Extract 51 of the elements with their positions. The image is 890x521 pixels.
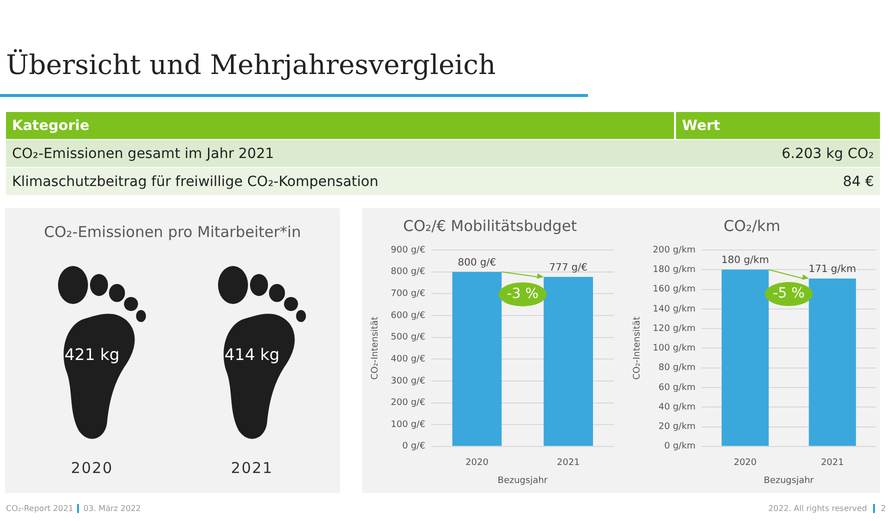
annotation: -5 % bbox=[772, 286, 805, 302]
data-label: 800 g/€ bbox=[458, 257, 496, 268]
x-tick-label: 2021 bbox=[556, 458, 580, 468]
y-tick-label: 900 g/€ bbox=[390, 245, 426, 256]
data-label: 777 g/€ bbox=[549, 262, 588, 274]
y-tick-label: 100 g/€ bbox=[390, 420, 426, 430]
y-tick-label: 800 g/€ bbox=[390, 267, 426, 278]
text: Wert bbox=[674, 112, 720, 139]
data-label: 180 g/km bbox=[721, 255, 769, 266]
text: 03. März 2022 bbox=[83, 504, 141, 513]
y-tick-label: 200 g/km bbox=[652, 245, 696, 256]
y-tick-label: 700 g/€ bbox=[390, 288, 426, 299]
y-tick-label: 140 g/km bbox=[652, 304, 696, 314]
text: CO₂-Report 2021 bbox=[6, 504, 74, 513]
y-tick-label: 80 g/km bbox=[658, 363, 696, 374]
y-tick-label: 300 g/€ bbox=[390, 376, 426, 386]
y-tick-label: 500 g/€ bbox=[390, 332, 426, 343]
y-tick-label: 400 g/€ bbox=[390, 354, 426, 364]
text: 421 kg bbox=[64, 345, 120, 364]
annotation: -3 % bbox=[506, 286, 539, 302]
x-tick-label: 2020 bbox=[466, 458, 489, 468]
x-tick-label: 2021 bbox=[820, 458, 844, 468]
y-tick-label: 600 g/€ bbox=[390, 310, 426, 321]
category-label: CO₂-Emissionen gesamt im Jahr 2021 bbox=[11, 146, 276, 162]
text: 84 € bbox=[842, 174, 874, 190]
y-tick-label: 20 g/km bbox=[658, 422, 696, 432]
text: 414 kg bbox=[224, 345, 280, 364]
y-tick-label: 40 g/km bbox=[658, 402, 696, 412]
text: CO₂-Emissionen pro Mitarbeiter*in bbox=[43, 223, 302, 241]
x-tick-label: 2020 bbox=[734, 458, 757, 468]
y-axis-title: CO₂-Intensität bbox=[370, 316, 381, 380]
data-label: 171 g/km bbox=[808, 264, 856, 276]
y-axis-title: CO₂-Intensität bbox=[632, 316, 643, 380]
y-tick-label: 0 g/km bbox=[664, 442, 696, 452]
y-tick-label: 180 g/km bbox=[652, 264, 696, 275]
y-tick-label: 200 g/€ bbox=[390, 398, 426, 408]
chart-title: CO₂/km bbox=[724, 216, 780, 235]
y-tick-label: 60 g/km bbox=[658, 382, 696, 393]
text: Übersicht und Mehrjahresvergleich bbox=[6, 50, 496, 81]
text: 6.203 kg CO₂ bbox=[782, 146, 874, 162]
text: 2 bbox=[880, 504, 886, 513]
text: Kategorie bbox=[11, 118, 90, 134]
y-tick-label: 160 g/km bbox=[652, 284, 696, 295]
text: 2022. All rights reserved bbox=[768, 504, 867, 513]
x-axis-title: Bezugsjahr bbox=[498, 476, 548, 486]
y-tick-label: 120 g/km bbox=[652, 324, 696, 334]
y-tick-label: 0 g/€ bbox=[402, 442, 426, 452]
y-tick-label: 100 g/km bbox=[652, 344, 696, 354]
chart-title: CO₂/€ Mobilitätsbudget bbox=[403, 216, 577, 235]
x-axis-title: Bezugsjahr bbox=[764, 476, 814, 486]
category-label: Klimaschutzbeitrag für freiwillige CO₂-Kompensation bbox=[11, 174, 380, 190]
